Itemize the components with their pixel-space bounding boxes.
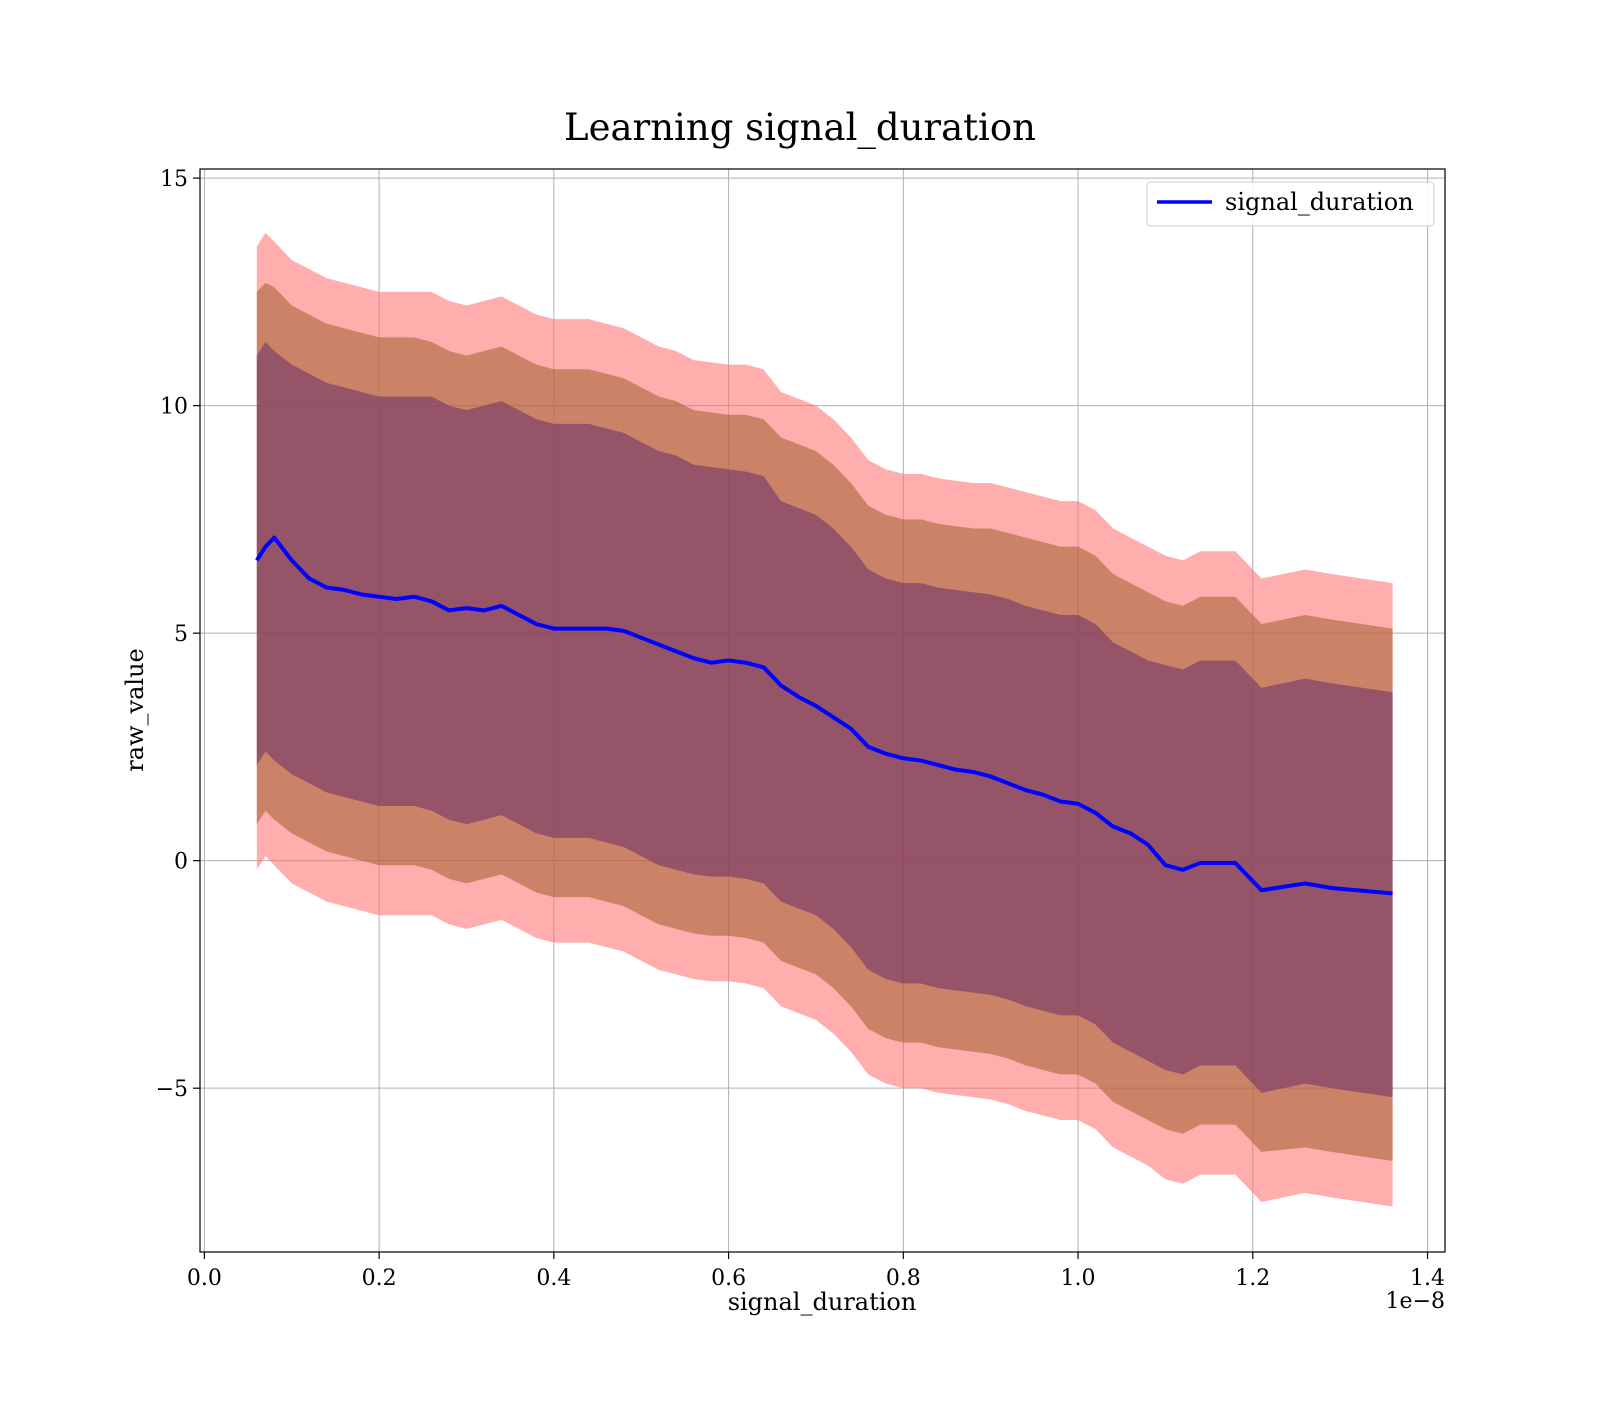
- legend-box: [1146, 181, 1435, 227]
- y-tick-label: −5: [156, 1077, 188, 1102]
- y-axis-ticks: −5 0 5 10 15: [156, 167, 200, 1102]
- y-tick-label: 0: [174, 850, 188, 875]
- band-inner: [256, 341, 1393, 1098]
- y-tick-label: 5: [174, 622, 188, 647]
- x-tick-label: 1.0: [1061, 1266, 1096, 1291]
- x-tick-label: 0.4: [536, 1266, 571, 1291]
- x-tick-label: 0.8: [886, 1266, 921, 1291]
- confidence-bands: [256, 232, 1393, 1207]
- x-axis-offset-label: 1e−8: [1386, 1289, 1445, 1314]
- x-tick-label: 1.4: [1410, 1266, 1445, 1291]
- y-tick-label: 15: [160, 167, 188, 192]
- x-axis-ticks: 0.0 0.2 0.4 0.6 0.8 1.0 1.2 1.4: [187, 1252, 1445, 1291]
- y-tick-label: 10: [160, 395, 188, 420]
- plot-frame: [199, 168, 1446, 1253]
- series-line-signal-duration: [255, 535, 1393, 896]
- x-tick-label: 1.2: [1235, 1266, 1270, 1291]
- x-tick-label: 0.2: [362, 1266, 397, 1291]
- x-tick-label: 0.6: [711, 1266, 746, 1291]
- x-tick-label: 0.0: [187, 1266, 222, 1291]
- series-lines: [255, 535, 1393, 896]
- legend-label-signal-duration: signal_duration: [1225, 188, 1414, 216]
- x-axis-label: signal_duration: [728, 1288, 917, 1316]
- y-axis-label: raw_value: [121, 648, 149, 772]
- chart-title: Learning signal_duration: [564, 106, 1036, 150]
- legend: signal_duration: [1146, 181, 1435, 227]
